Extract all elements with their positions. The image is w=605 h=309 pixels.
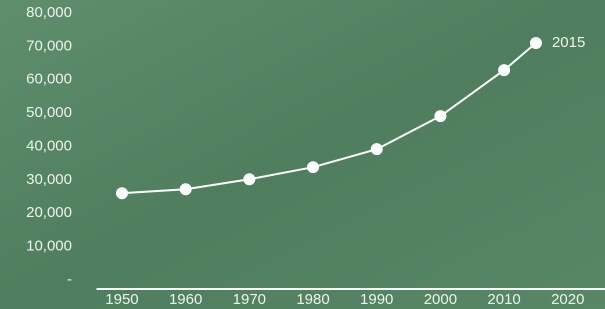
x-tick-label: 2020	[551, 291, 584, 308]
y-tick-label: 50,000	[26, 104, 72, 121]
x-tick-label: 2010	[487, 291, 520, 308]
x-tick-label: 1970	[233, 291, 266, 308]
y-tick-label: 80,000	[26, 4, 72, 21]
y-tick-label: 70,000	[26, 37, 72, 54]
point	[307, 161, 319, 173]
y-tick-label: 40,000	[26, 137, 72, 154]
y-tick-label: 60,000	[26, 71, 72, 88]
background	[0, 0, 605, 309]
point	[434, 110, 446, 122]
chart: - 10,000 20,000 30,000 40,000 50,000 60,000 70,…	[0, 0, 605, 309]
point	[498, 64, 510, 76]
point	[371, 143, 383, 155]
x-tick-label: 1960	[169, 291, 202, 308]
y-tick-label: 10,000	[26, 238, 72, 255]
point	[243, 173, 255, 185]
y-tick-label: -	[67, 271, 72, 288]
y-tick-label: 30,000	[26, 171, 72, 188]
x-tick-label: 2000	[424, 291, 457, 308]
x-tick-label: 1990	[360, 291, 393, 308]
end-label: 2015	[552, 34, 585, 51]
x-tick-label: 1950	[105, 291, 138, 308]
point	[180, 183, 192, 195]
x-tick-label: 1980	[296, 291, 329, 308]
point	[530, 37, 542, 49]
y-tick-label: 20,000	[26, 204, 72, 221]
point	[116, 187, 128, 199]
